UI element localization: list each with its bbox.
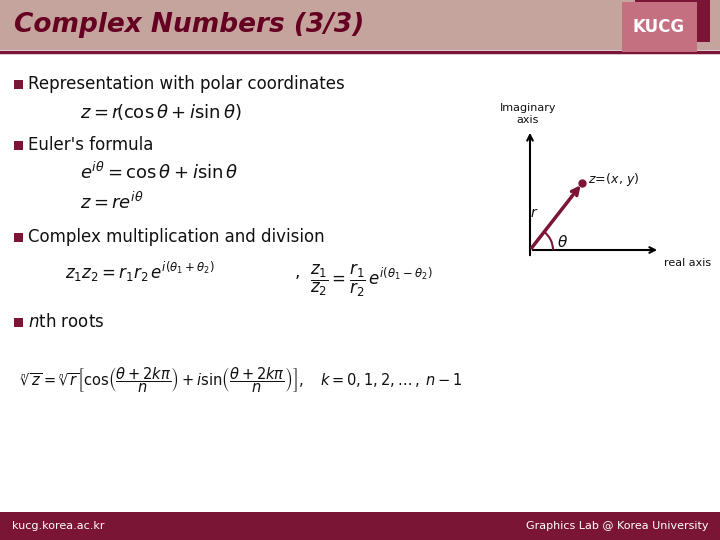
Text: $z = r\!\left(\cos\theta + i\sin\theta\right)$: $z = r\!\left(\cos\theta + i\sin\theta\r…: [80, 102, 242, 122]
Text: $n$th roots: $n$th roots: [28, 313, 104, 331]
Bar: [14, 80, 23, 89]
Text: $z = re^{i\theta}$: $z = re^{i\theta}$: [80, 191, 144, 213]
Text: Complex Numbers (3/3): Complex Numbers (3/3): [14, 12, 364, 38]
Text: Complex multiplication and division: Complex multiplication and division: [28, 228, 325, 246]
Bar: [0, 0, 720, 50]
Text: $e^{i\theta} = \cos\theta + i\sin\theta$: $e^{i\theta} = \cos\theta + i\sin\theta$: [80, 161, 238, 183]
Text: $\sqrt[n]{z} = \sqrt[n]{r}\left[\cos\!\left(\dfrac{\theta+2k\pi}{n}\right)+i\sin: $\sqrt[n]{z} = \sqrt[n]{r}\left[\cos\!\l…: [20, 365, 463, 395]
Text: Graphics Lab @ Korea University: Graphics Lab @ Korea University: [526, 521, 708, 531]
Text: real axis: real axis: [664, 258, 711, 268]
Text: Euler's formula: Euler's formula: [28, 136, 153, 154]
Text: $z_1 z_2 = r_1 r_2\, e^{i(\theta_1+\theta_2)}$: $z_1 z_2 = r_1 r_2\, e^{i(\theta_1+\thet…: [65, 260, 215, 284]
Text: $z\!=\!(x,\,y)$: $z\!=\!(x,\,y)$: [588, 171, 640, 187]
Text: Imaginary
axis: Imaginary axis: [500, 103, 557, 125]
Text: $\dfrac{z_1}{z_2} = \dfrac{r_1}{r_2}\, e^{i(\theta_1-\theta_2)}$: $\dfrac{z_1}{z_2} = \dfrac{r_1}{r_2}\, e…: [310, 261, 433, 299]
Text: $\theta$: $\theta$: [557, 234, 568, 250]
Text: $r$: $r$: [529, 206, 538, 220]
Bar: [0, 512, 720, 540]
Bar: [14, 233, 23, 242]
Bar: [14, 318, 23, 327]
Bar: [622, 2, 697, 52]
Bar: [635, 0, 710, 42]
Text: kucg.korea.ac.kr: kucg.korea.ac.kr: [12, 521, 104, 531]
Text: KUCG: KUCG: [633, 18, 685, 36]
Text: Representation with polar coordinates: Representation with polar coordinates: [28, 75, 345, 93]
Bar: [14, 141, 23, 150]
Text: ,: ,: [295, 263, 300, 281]
